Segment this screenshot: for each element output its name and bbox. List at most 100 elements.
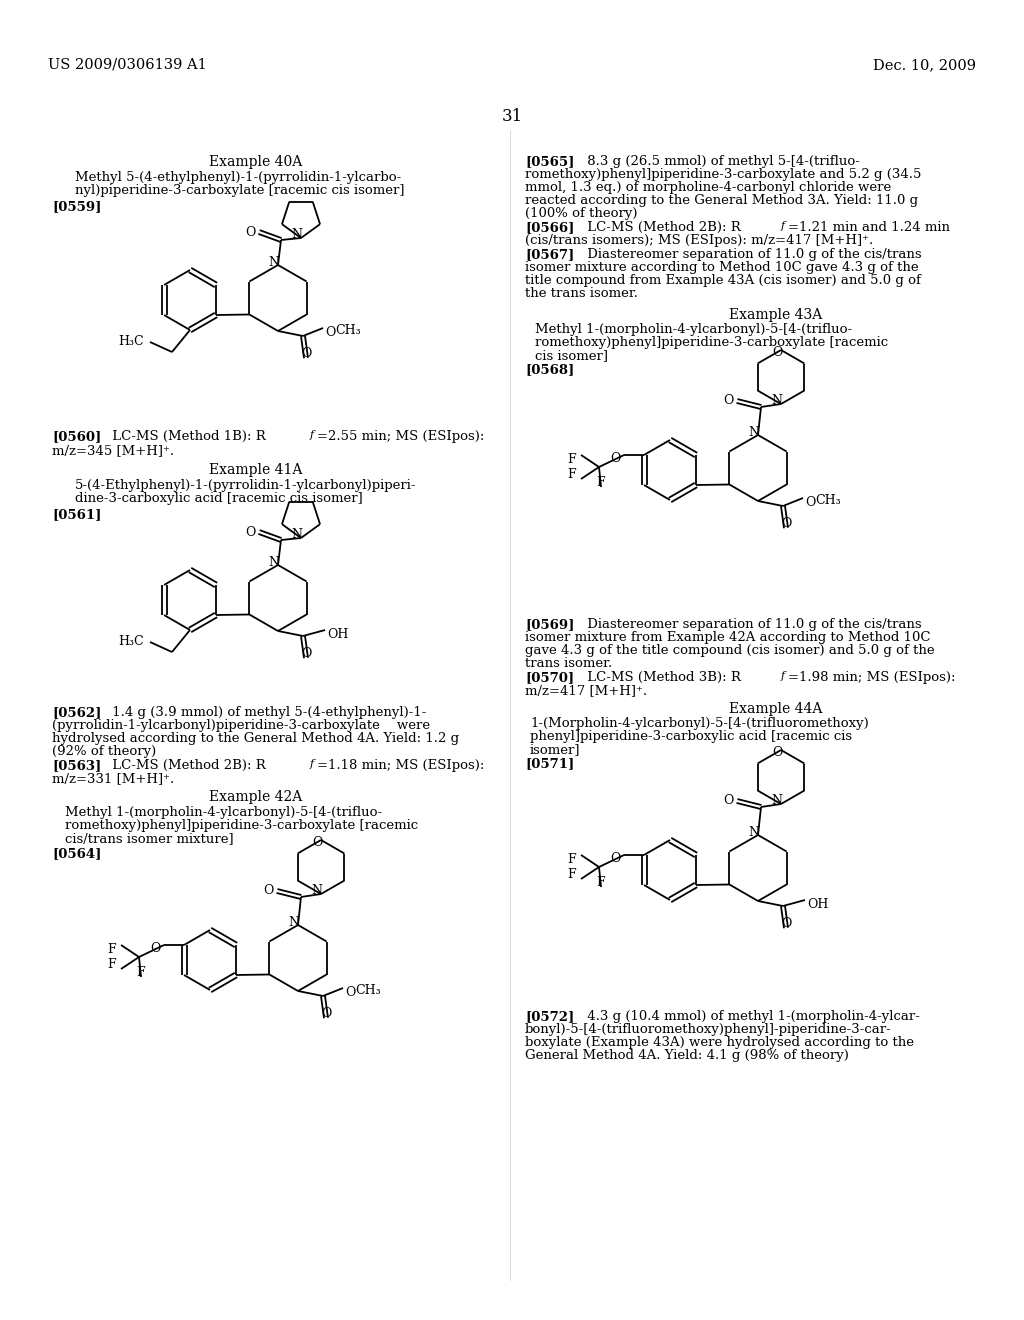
Text: isomer]: isomer] (530, 743, 581, 756)
Text: O: O (610, 853, 621, 866)
Text: [0565]: [0565] (525, 154, 574, 168)
Text: LC-MS (Method 2B): R: LC-MS (Method 2B): R (108, 759, 266, 772)
Text: isomer mixture according to Method 10C gave 4.3 g of the: isomer mixture according to Method 10C g… (525, 261, 919, 275)
Text: 4.3 g (10.4 mmol) of methyl 1-(morpholin-4-ylcar-: 4.3 g (10.4 mmol) of methyl 1-(morpholin… (583, 1010, 920, 1023)
Text: O: O (723, 795, 733, 808)
Text: H₃C: H₃C (118, 635, 143, 648)
Text: F: F (597, 876, 605, 888)
Text: Dec. 10, 2009: Dec. 10, 2009 (873, 58, 976, 73)
Text: Example 41A: Example 41A (209, 463, 303, 477)
Text: CH₃: CH₃ (355, 985, 381, 998)
Text: N: N (292, 228, 302, 242)
Text: F: F (597, 477, 605, 488)
Text: F: F (137, 966, 145, 979)
Text: Methyl 1-(morpholin-4-ylcarbonyl)-5-[4-(trifluo-: Methyl 1-(morpholin-4-ylcarbonyl)-5-[4-(… (535, 323, 852, 337)
Text: [0560]: [0560] (52, 430, 101, 444)
Text: O: O (345, 986, 355, 999)
Text: bonyl)-5-[4-(trifluoromethoxy)phenyl]-piperidine-3-car-: bonyl)-5-[4-(trifluoromethoxy)phenyl]-pi… (525, 1023, 892, 1036)
Text: LC-MS (Method 2B): R: LC-MS (Method 2B): R (583, 220, 740, 234)
Text: romethoxy)phenyl]piperidine-3-carboxylate [racemic: romethoxy)phenyl]piperidine-3-carboxylat… (535, 337, 888, 348)
Text: F: F (108, 958, 117, 972)
Text: [0570]: [0570] (525, 671, 574, 684)
Text: (cis/trans isomers); MS (ESIpos): m/z=417 [M+H]⁺.: (cis/trans isomers); MS (ESIpos): m/z=41… (525, 234, 873, 247)
Text: isomer mixture from Example 42A according to Method 10C: isomer mixture from Example 42A accordin… (525, 631, 931, 644)
Text: trans isomer.: trans isomer. (525, 657, 612, 671)
Text: (92% of theory): (92% of theory) (52, 744, 157, 758)
Text: N: N (311, 884, 323, 898)
Text: LC-MS (Method 3B): R: LC-MS (Method 3B): R (583, 671, 741, 684)
Text: O: O (321, 1007, 331, 1020)
Text: 1-(Morpholin-4-ylcarbonyl)-5-[4-(trifluoromethoxy): 1-(Morpholin-4-ylcarbonyl)-5-[4-(trifluo… (530, 717, 868, 730)
Text: O: O (772, 746, 782, 759)
Text: Example 42A: Example 42A (209, 789, 303, 804)
Text: [0566]: [0566] (525, 220, 574, 234)
Text: N: N (292, 528, 302, 541)
Text: =2.55 min; MS (ESIpos):: =2.55 min; MS (ESIpos): (317, 430, 484, 444)
Text: O: O (263, 884, 273, 898)
Text: F: F (567, 853, 577, 866)
Text: N: N (268, 256, 280, 269)
Text: f: f (310, 430, 314, 440)
Text: 5-(4-Ethylphenyl)-1-(pyrrolidin-1-ylcarbonyl)piperi-: 5-(4-Ethylphenyl)-1-(pyrrolidin-1-ylcarb… (75, 479, 417, 492)
Text: 1.4 g (3.9 mmol) of methyl 5-(4-ethylphenyl)-1-: 1.4 g (3.9 mmol) of methyl 5-(4-ethylphe… (108, 706, 426, 719)
Text: OH: OH (807, 898, 828, 911)
Text: [0564]: [0564] (52, 847, 101, 861)
Text: O: O (325, 326, 336, 339)
Text: O: O (723, 395, 733, 408)
Text: CH₃: CH₃ (815, 495, 841, 507)
Text: =1.98 min; MS (ESIpos):: =1.98 min; MS (ESIpos): (788, 671, 955, 684)
Text: [0571]: [0571] (525, 756, 574, 770)
Text: CH₃: CH₃ (335, 325, 360, 338)
Text: m/z=417 [M+H]⁺.: m/z=417 [M+H]⁺. (525, 684, 647, 697)
Text: [0559]: [0559] (52, 201, 101, 213)
Text: F: F (567, 869, 577, 880)
Text: title compound from Example 43A (cis isomer) and 5.0 g of: title compound from Example 43A (cis iso… (525, 275, 921, 286)
Text: Methyl 5-(4-ethylphenyl)-1-(pyrrolidin-1-ylcarbo-: Methyl 5-(4-ethylphenyl)-1-(pyrrolidin-1… (75, 172, 401, 183)
Text: Example 40A: Example 40A (209, 154, 303, 169)
Text: =1.21 min and 1.24 min: =1.21 min and 1.24 min (788, 220, 950, 234)
Text: O: O (150, 942, 160, 956)
Text: [0572]: [0572] (525, 1010, 574, 1023)
Text: phenyl]piperidine-3-carboxylic acid [racemic cis: phenyl]piperidine-3-carboxylic acid [rac… (530, 730, 852, 743)
Text: O: O (772, 346, 782, 359)
Text: f: f (310, 759, 314, 770)
Text: N: N (749, 826, 760, 840)
Text: [0569]: [0569] (525, 618, 574, 631)
Text: [0562]: [0562] (52, 706, 101, 719)
Text: hydrolysed according to the General Method 4A. Yield: 1.2 g: hydrolysed according to the General Meth… (52, 733, 459, 744)
Text: =1.18 min; MS (ESIpos):: =1.18 min; MS (ESIpos): (317, 759, 484, 772)
Text: N: N (771, 393, 782, 407)
Text: O: O (301, 347, 311, 360)
Text: romethoxy)phenyl]piperidine-3-carboxylate [racemic: romethoxy)phenyl]piperidine-3-carboxylat… (65, 818, 418, 832)
Text: N: N (268, 556, 280, 569)
Text: N: N (749, 426, 760, 440)
Text: boxylate (Example 43A) were hydrolysed according to the: boxylate (Example 43A) were hydrolysed a… (525, 1036, 914, 1049)
Text: dine-3-carboxylic acid [racemic cis isomer]: dine-3-carboxylic acid [racemic cis isom… (75, 492, 362, 506)
Text: O: O (245, 226, 255, 239)
Text: General Method 4A. Yield: 4.1 g (98% of theory): General Method 4A. Yield: 4.1 g (98% of … (525, 1049, 849, 1063)
Text: F: F (567, 453, 577, 466)
Text: m/z=345 [M+H]⁺.: m/z=345 [M+H]⁺. (52, 444, 174, 457)
Text: f: f (781, 671, 785, 681)
Text: Diastereomer separation of 11.0 g of the cis/trans: Diastereomer separation of 11.0 g of the… (583, 248, 922, 261)
Text: F: F (108, 942, 117, 956)
Text: 31: 31 (502, 108, 522, 125)
Text: (pyrrolidin-1-ylcarbonyl)piperidine-3-carboxylate    were: (pyrrolidin-1-ylcarbonyl)piperidine-3-ca… (52, 719, 430, 733)
Text: f: f (781, 220, 785, 231)
Text: N: N (771, 795, 782, 807)
Text: US 2009/0306139 A1: US 2009/0306139 A1 (48, 58, 207, 73)
Text: [0567]: [0567] (525, 248, 574, 261)
Text: m/z=331 [M+H]⁺.: m/z=331 [M+H]⁺. (52, 772, 174, 785)
Text: gave 4.3 g of the title compound (cis isomer) and 5.0 g of the: gave 4.3 g of the title compound (cis is… (525, 644, 935, 657)
Text: [0568]: [0568] (525, 363, 574, 376)
Text: Methyl 1-(morpholin-4-ylcarbonyl)-5-[4-(trifluo-: Methyl 1-(morpholin-4-ylcarbonyl)-5-[4-(… (65, 807, 382, 818)
Text: Example 43A: Example 43A (729, 308, 822, 322)
Text: O: O (781, 517, 792, 531)
Text: cis isomer]: cis isomer] (535, 348, 608, 362)
Text: O: O (245, 525, 255, 539)
Text: O: O (301, 647, 311, 660)
Text: 8.3 g (26.5 mmol) of methyl 5-[4-(trifluo-: 8.3 g (26.5 mmol) of methyl 5-[4-(triflu… (583, 154, 860, 168)
Text: Diastereomer separation of 11.0 g of the cis/trans: Diastereomer separation of 11.0 g of the… (583, 618, 922, 631)
Text: O: O (610, 453, 621, 466)
Text: LC-MS (Method 1B): R: LC-MS (Method 1B): R (108, 430, 266, 444)
